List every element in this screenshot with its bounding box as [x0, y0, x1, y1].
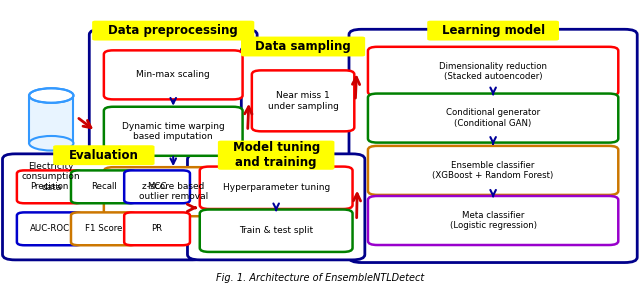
- Text: F1 Score: F1 Score: [85, 224, 122, 233]
- FancyBboxPatch shape: [428, 21, 559, 40]
- Text: Learning model: Learning model: [442, 24, 545, 37]
- FancyBboxPatch shape: [218, 141, 335, 170]
- FancyBboxPatch shape: [3, 154, 205, 260]
- Text: AUC-ROC: AUC-ROC: [29, 224, 70, 233]
- Text: Dynamic time warping
based imputation: Dynamic time warping based imputation: [122, 122, 225, 141]
- Text: Near miss 1
under sampling: Near miss 1 under sampling: [268, 91, 339, 111]
- FancyBboxPatch shape: [71, 212, 137, 245]
- FancyBboxPatch shape: [17, 170, 83, 203]
- FancyBboxPatch shape: [17, 212, 83, 245]
- FancyBboxPatch shape: [104, 50, 243, 99]
- Text: Ensemble classifier
(XGBoost + Random Forest): Ensemble classifier (XGBoost + Random Fo…: [433, 161, 554, 180]
- FancyBboxPatch shape: [252, 70, 355, 131]
- FancyBboxPatch shape: [53, 145, 154, 165]
- Text: Hyperparameter tuning: Hyperparameter tuning: [223, 183, 330, 192]
- Text: Precision: Precision: [31, 182, 69, 191]
- Text: Recall: Recall: [91, 182, 116, 191]
- Text: z-score based
outlier removal: z-score based outlier removal: [139, 182, 208, 201]
- FancyBboxPatch shape: [104, 167, 243, 216]
- Text: Model tuning
and training: Model tuning and training: [232, 141, 320, 169]
- Text: Data sampling: Data sampling: [255, 40, 351, 53]
- FancyBboxPatch shape: [188, 154, 365, 260]
- Ellipse shape: [29, 136, 74, 150]
- FancyBboxPatch shape: [241, 45, 365, 156]
- Text: Evaluation: Evaluation: [69, 149, 139, 162]
- FancyBboxPatch shape: [92, 21, 254, 40]
- FancyBboxPatch shape: [104, 107, 243, 156]
- Text: Conditional generator
(Conditional GAN): Conditional generator (Conditional GAN): [446, 108, 540, 128]
- FancyBboxPatch shape: [368, 146, 618, 195]
- FancyBboxPatch shape: [200, 166, 353, 209]
- FancyBboxPatch shape: [241, 36, 365, 56]
- FancyBboxPatch shape: [90, 29, 257, 241]
- FancyBboxPatch shape: [368, 47, 618, 96]
- Text: Electricity
consumption
data: Electricity consumption data: [22, 162, 81, 192]
- Text: PR: PR: [152, 224, 163, 233]
- FancyBboxPatch shape: [349, 29, 637, 262]
- Bar: [29, 95, 74, 143]
- FancyBboxPatch shape: [71, 170, 137, 203]
- Text: Data preprocessing: Data preprocessing: [108, 24, 238, 37]
- Text: Min-max scaling: Min-max scaling: [136, 70, 210, 80]
- FancyBboxPatch shape: [124, 212, 190, 245]
- FancyBboxPatch shape: [368, 93, 618, 142]
- Text: Dimensionality reduction
(Stacked autoencoder): Dimensionality reduction (Stacked autoen…: [439, 62, 547, 81]
- Ellipse shape: [29, 88, 74, 103]
- Text: MCC: MCC: [147, 182, 167, 191]
- FancyBboxPatch shape: [368, 196, 618, 245]
- Text: Fig. 1. Architecture of EnsembleNTLDetect: Fig. 1. Architecture of EnsembleNTLDetec…: [216, 273, 424, 283]
- FancyBboxPatch shape: [200, 209, 353, 252]
- FancyBboxPatch shape: [124, 170, 190, 203]
- Text: Meta classifier
(Logistic regression): Meta classifier (Logistic regression): [450, 211, 536, 230]
- Text: Train & test split: Train & test split: [239, 226, 313, 235]
